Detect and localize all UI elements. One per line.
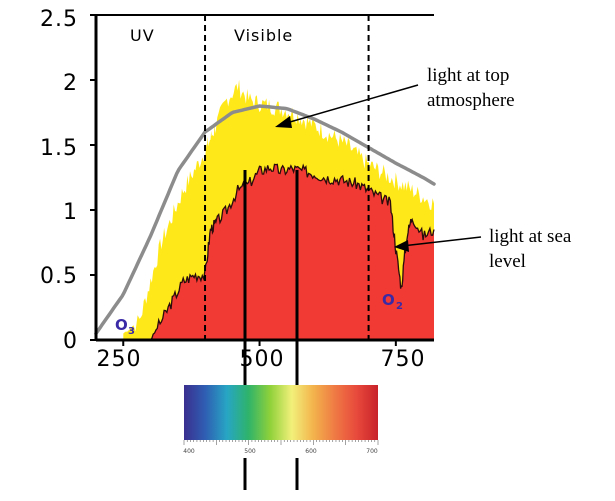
molecule-label-o2: O 2 xyxy=(382,291,403,312)
y-tick-label-5: 2.5 xyxy=(40,7,78,32)
x-tick-label-2: 750 xyxy=(381,347,426,372)
o3-sub: 3 xyxy=(128,326,135,337)
molecule-label-o3: O 3 xyxy=(115,316,135,337)
y-tick-label-0: 0 xyxy=(63,329,78,354)
spectrum-tick-500: 500 xyxy=(244,448,256,455)
spectrum-tick-700: 700 xyxy=(366,448,378,455)
annotation-sea-line1: light at sea xyxy=(489,226,572,247)
region-label-visible: Visible xyxy=(234,26,293,45)
series-line-sea-level xyxy=(149,163,435,341)
annotation-top-line1: light at top xyxy=(427,65,509,86)
series-line-blackbody xyxy=(94,104,436,336)
y-tick-label-1: 0.5 xyxy=(40,264,78,289)
o2-sub: 2 xyxy=(396,301,403,312)
annotation-arrow-sea xyxy=(394,236,482,252)
x-tick-label-0: 250 xyxy=(97,347,142,372)
spectrum-tick-marks xyxy=(183,440,379,445)
y-tick-label-3: 1.5 xyxy=(40,136,78,161)
o2-base: O xyxy=(382,291,395,309)
o3-base: O xyxy=(115,316,128,334)
annotation-arrow-top xyxy=(275,84,419,128)
y-tick-label-2: 1 xyxy=(63,200,78,225)
x-tick-label-1: 500 xyxy=(240,347,285,372)
spectrum-tick-400: 400 xyxy=(183,448,195,455)
region-label-uv: UV xyxy=(130,26,155,45)
y-tick-label-4: 2 xyxy=(63,71,78,96)
annotation-top-line2: atmosphere xyxy=(427,90,515,111)
spectrum-tick-600: 600 xyxy=(305,448,317,455)
series-area-sea-level xyxy=(150,164,434,340)
plot-area xyxy=(90,14,436,346)
annotation-sea-line2: level xyxy=(489,251,526,272)
visible-spectrum-bar xyxy=(184,385,378,440)
